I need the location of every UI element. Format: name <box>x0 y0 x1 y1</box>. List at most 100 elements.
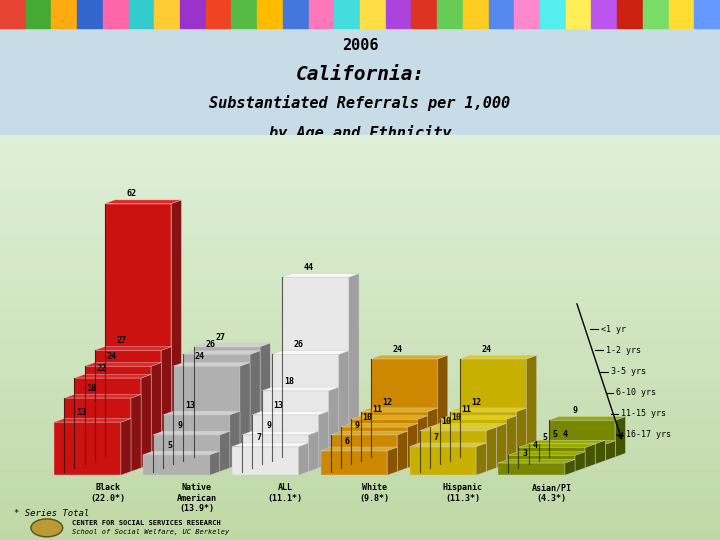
Bar <box>0 135 720 145</box>
Polygon shape <box>496 423 506 468</box>
Polygon shape <box>282 277 349 457</box>
Polygon shape <box>171 200 181 457</box>
Bar <box>0 165 720 176</box>
Bar <box>0 510 720 519</box>
Polygon shape <box>339 350 349 461</box>
Bar <box>0 399 720 408</box>
Polygon shape <box>329 387 339 464</box>
Polygon shape <box>518 448 585 468</box>
Polygon shape <box>104 200 181 204</box>
Bar <box>77 0 103 28</box>
Polygon shape <box>430 423 506 427</box>
Polygon shape <box>549 420 616 457</box>
Bar <box>206 0 231 28</box>
Polygon shape <box>420 427 496 431</box>
Bar <box>154 0 180 28</box>
Bar <box>257 0 283 28</box>
Polygon shape <box>351 416 428 419</box>
Bar <box>0 449 720 459</box>
Text: 27: 27 <box>215 333 225 342</box>
Polygon shape <box>440 419 506 464</box>
Polygon shape <box>585 444 595 468</box>
Text: 12: 12 <box>472 397 482 407</box>
Polygon shape <box>528 440 606 444</box>
Text: 10: 10 <box>362 413 372 422</box>
Polygon shape <box>595 440 606 464</box>
Polygon shape <box>320 447 397 451</box>
Text: Native
American
(13.9*): Native American (13.9*) <box>176 483 217 513</box>
Polygon shape <box>174 366 240 464</box>
Bar <box>0 378 720 388</box>
Polygon shape <box>341 423 418 427</box>
Bar <box>129 0 154 28</box>
Bar <box>51 0 77 28</box>
Polygon shape <box>428 408 438 461</box>
Polygon shape <box>506 416 516 464</box>
Text: Black
(22.0*): Black (22.0*) <box>90 483 125 503</box>
Polygon shape <box>153 435 220 471</box>
Bar <box>180 0 206 28</box>
Bar <box>0 530 720 540</box>
Bar <box>0 237 720 246</box>
Text: 9: 9 <box>177 421 182 430</box>
Bar <box>0 459 720 469</box>
Text: 4: 4 <box>563 430 568 439</box>
Polygon shape <box>262 387 339 391</box>
Polygon shape <box>319 411 329 468</box>
Bar <box>0 327 720 338</box>
Text: 2006: 2006 <box>342 38 378 53</box>
Polygon shape <box>163 411 240 415</box>
Polygon shape <box>397 431 408 471</box>
Text: 26: 26 <box>205 340 215 349</box>
Polygon shape <box>131 394 141 471</box>
Polygon shape <box>84 362 161 366</box>
Bar <box>0 317 720 327</box>
Polygon shape <box>361 411 428 461</box>
Text: White
(9.8*): White (9.8*) <box>359 483 390 503</box>
Polygon shape <box>194 347 260 457</box>
Polygon shape <box>371 359 438 457</box>
Text: 1-2 yrs: 1-2 yrs <box>606 346 642 355</box>
Polygon shape <box>408 423 418 468</box>
Polygon shape <box>539 444 606 461</box>
Polygon shape <box>606 441 616 461</box>
Bar <box>566 0 591 28</box>
Text: 10: 10 <box>451 413 462 422</box>
Text: California:: California: <box>295 65 425 84</box>
Bar <box>0 176 720 186</box>
Bar <box>0 246 720 256</box>
Polygon shape <box>330 435 397 471</box>
Text: 44: 44 <box>304 263 314 272</box>
Polygon shape <box>526 355 536 457</box>
Polygon shape <box>549 416 626 420</box>
Text: 5: 5 <box>553 430 558 439</box>
Polygon shape <box>64 394 141 398</box>
Circle shape <box>31 519 63 537</box>
Polygon shape <box>121 418 131 475</box>
Polygon shape <box>508 451 585 455</box>
Polygon shape <box>430 427 496 468</box>
Bar <box>0 408 720 418</box>
Bar <box>540 0 566 28</box>
Text: 16-17 yrs: 16-17 yrs <box>626 430 671 439</box>
Bar <box>0 276 720 287</box>
Polygon shape <box>528 444 595 464</box>
Polygon shape <box>516 408 526 461</box>
Text: ALL
(11.1*): ALL (11.1*) <box>268 483 303 503</box>
Bar <box>643 0 669 28</box>
Text: Asian/PI
(4.3*): Asian/PI (4.3*) <box>532 483 572 503</box>
Text: 3-5 yrs: 3-5 yrs <box>611 367 647 376</box>
Text: 9: 9 <box>355 421 360 430</box>
Polygon shape <box>450 411 516 461</box>
Bar <box>0 145 720 156</box>
Text: 10: 10 <box>441 417 451 426</box>
Polygon shape <box>163 415 230 468</box>
Bar <box>0 348 720 357</box>
Text: 24: 24 <box>482 345 492 354</box>
Polygon shape <box>232 447 299 475</box>
Bar <box>231 0 257 28</box>
Polygon shape <box>330 431 408 435</box>
Polygon shape <box>262 391 329 464</box>
Text: * Series Total: * Series Total <box>14 509 90 518</box>
Polygon shape <box>410 447 476 475</box>
